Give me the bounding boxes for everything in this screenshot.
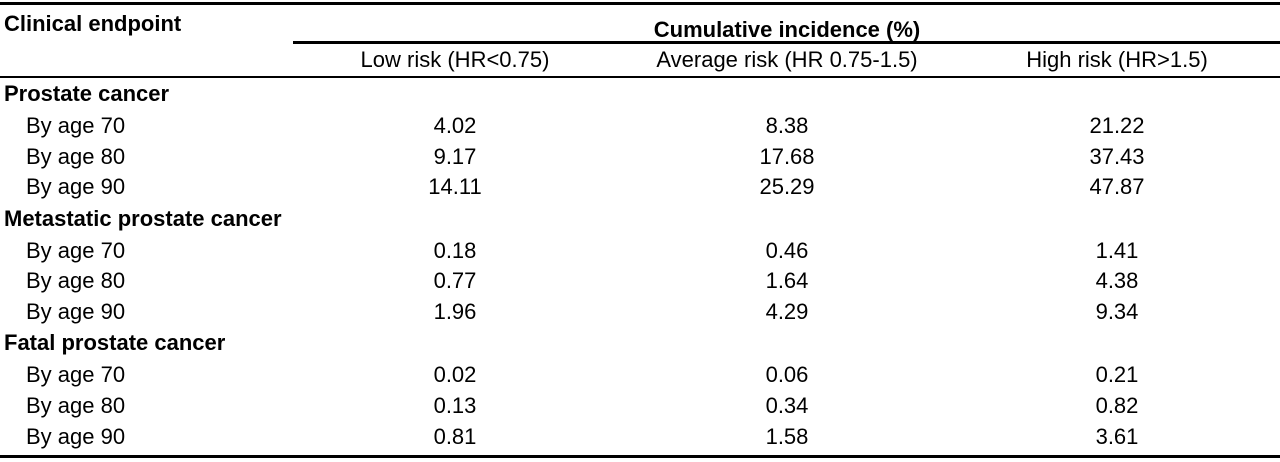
table-cell: 1.96 xyxy=(433,299,477,324)
table-cell: 4.29 xyxy=(765,299,809,324)
table-cell: 9.34 xyxy=(1095,299,1139,324)
row-label: By age 90 xyxy=(26,174,126,199)
table-cell: 0.18 xyxy=(433,238,477,263)
table-cell: 21.22 xyxy=(1089,113,1145,138)
row-label: By age 80 xyxy=(26,144,126,169)
table-cell: 47.87 xyxy=(1089,174,1145,199)
row-label: By age 90 xyxy=(26,424,126,449)
table-cell: 0.77 xyxy=(433,268,477,293)
group-underline xyxy=(293,41,1280,44)
column-header-average-risk: Average risk (HR 0.75-1.5) xyxy=(656,47,918,72)
section-title: Prostate cancer xyxy=(4,81,170,106)
table-cell: 0.34 xyxy=(765,393,809,418)
row-label: By age 70 xyxy=(26,238,126,263)
column-header-high-risk: High risk (HR>1.5) xyxy=(1026,47,1208,72)
table-cell: 0.46 xyxy=(765,238,809,263)
row-label: By age 90 xyxy=(26,299,126,324)
table-cell: 4.38 xyxy=(1095,268,1139,293)
table-cell: 17.68 xyxy=(759,144,815,169)
section-title: Fatal prostate cancer xyxy=(4,330,226,355)
table-cell: 4.02 xyxy=(433,113,477,138)
table-cell: 0.81 xyxy=(433,424,477,449)
row-label: By age 70 xyxy=(26,113,126,138)
bottom-rule xyxy=(0,455,1280,458)
table-cell: 1.41 xyxy=(1095,238,1139,263)
table-cell: 37.43 xyxy=(1089,144,1145,169)
table-cell: 0.13 xyxy=(433,393,477,418)
table-cell: 8.38 xyxy=(765,113,809,138)
section-title: Metastatic prostate cancer xyxy=(4,206,282,231)
row-label: By age 80 xyxy=(26,393,126,418)
group-header: Cumulative incidence (%) xyxy=(653,17,921,42)
endpoint-header: Clinical endpoint xyxy=(4,11,182,36)
column-header-low-risk: Low risk (HR<0.75) xyxy=(360,47,550,72)
table-cell: 3.61 xyxy=(1095,424,1139,449)
table-cell: 0.02 xyxy=(433,362,477,387)
table-cell: 1.64 xyxy=(765,268,809,293)
table-cell: 14.11 xyxy=(428,174,482,199)
table-cell: 0.82 xyxy=(1095,393,1139,418)
header-rule xyxy=(0,76,1280,78)
row-label: By age 80 xyxy=(26,268,126,293)
table-cell: 0.06 xyxy=(765,362,809,387)
top-rule xyxy=(0,2,1280,5)
table-cell: 1.58 xyxy=(765,424,809,449)
table-cell: 25.29 xyxy=(759,174,815,199)
table-cell: 9.17 xyxy=(433,144,477,169)
table-cell: 0.21 xyxy=(1095,362,1139,387)
row-label: By age 70 xyxy=(26,362,126,387)
